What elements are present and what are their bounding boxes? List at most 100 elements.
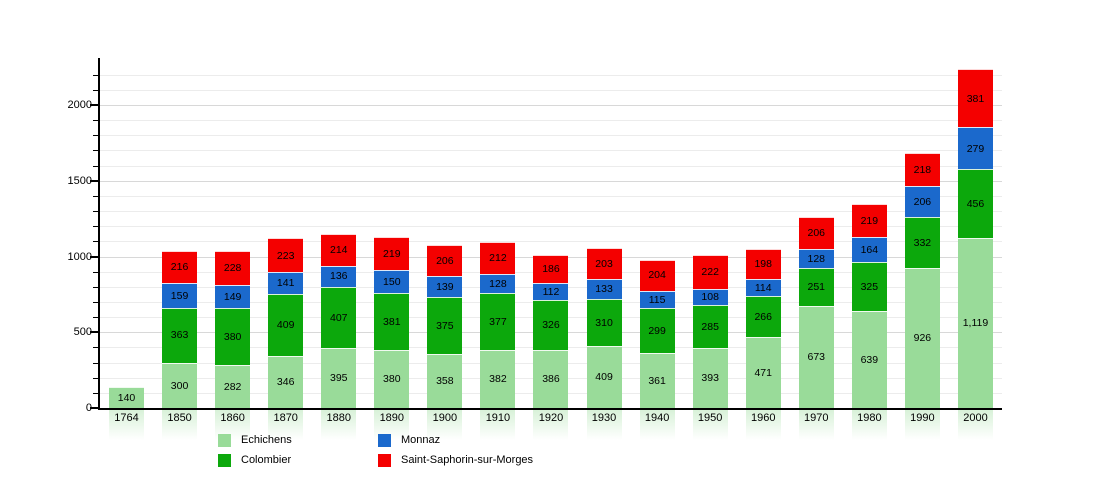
y-tick: [93, 317, 98, 319]
bar-value-label: 214: [329, 243, 348, 256]
x-axis-label: 1930: [591, 412, 617, 424]
bar-value-label: 228: [223, 262, 242, 275]
gridline: [100, 165, 1002, 167]
y-tick: [93, 165, 98, 167]
bar-group-2000: 1,119 456 279 381 2000: [949, 60, 1002, 440]
bar-value-label: 251: [807, 281, 826, 294]
bar-value-label: 409: [276, 318, 295, 331]
bar-value-label: 139: [436, 280, 454, 293]
bar-value-label: 285: [701, 321, 719, 334]
x-axis-label: 1870: [273, 412, 298, 424]
bar-value-label: 361: [648, 374, 666, 387]
legend-swatch: [218, 453, 231, 467]
y-tick: [90, 331, 98, 334]
gridline: [100, 89, 1002, 91]
bar-segment: 358: [427, 353, 463, 408]
bar-value-label: 358: [436, 375, 454, 388]
legend-label: Saint-Saphorin-sur-Morges: [401, 453, 534, 466]
bar-segment: 346: [268, 355, 304, 408]
legend-label: Colombier: [241, 453, 292, 466]
bar-group-1980: 639 325 164 219 1980: [843, 60, 896, 440]
y-tick: [93, 195, 98, 197]
bar-segment: 381: [957, 69, 993, 128]
bar-reflection: [162, 410, 198, 440]
y-tick: [90, 407, 98, 409]
bar-group-1990: 926 332 206 218 1990: [896, 60, 949, 440]
bar-reflection: [109, 410, 145, 440]
bar-value-label: 222: [701, 266, 719, 279]
legend-item-colombier: Colombier: [218, 450, 378, 470]
bar-value-label: 326: [542, 319, 560, 332]
bar-segment: 639: [851, 311, 887, 408]
x-axis-label: 1890: [379, 412, 405, 424]
bar-segment: 361: [639, 353, 675, 408]
bar-segment: 310: [586, 299, 622, 347]
bar-segment: 219: [374, 236, 410, 270]
bar-value-label: 395: [329, 372, 348, 385]
bar-segment: 375: [427, 296, 463, 354]
bar-value-label: 310: [595, 316, 613, 329]
bar-reflection: [639, 410, 675, 440]
bar-segment: 382: [480, 350, 516, 408]
bar-value-label: 282: [223, 380, 242, 393]
bar-segment: 282: [215, 365, 251, 408]
bar-value-label: 140: [117, 391, 136, 404]
bar-segment: 139: [427, 275, 463, 297]
bar-value-label: 112: [542, 285, 560, 298]
bar-segment: 471: [745, 336, 781, 408]
bar-value-label: 673: [807, 351, 826, 364]
legend-swatch: [218, 433, 231, 447]
bar-value-label: 377: [489, 315, 507, 328]
legend-label: Echichens: [241, 433, 292, 446]
bar-segment: 150: [374, 270, 410, 293]
y-axis-label: 2000: [67, 99, 92, 111]
gridline: [100, 226, 1002, 228]
bar-value-label: 393: [701, 372, 719, 385]
y-tick: [90, 104, 98, 106]
bar-value-label: 108: [701, 291, 719, 304]
bar-segment: 128: [480, 273, 516, 294]
bar-segment: 299: [639, 308, 675, 354]
bar-value-label: 115: [648, 293, 666, 306]
bar-segment: 219: [851, 203, 887, 238]
y-tick: [93, 347, 98, 349]
bar-segment: 223: [268, 238, 304, 273]
y-axis-label: 500: [73, 326, 92, 339]
y-axis-label: 1000: [67, 250, 92, 263]
bar-group-1910: 382 377 128 212 1910: [471, 60, 524, 440]
bar-reflection: [692, 410, 728, 440]
chart-legend: Echichens Monnaz Colombier Saint-Saphorin-s…: [218, 430, 533, 470]
gridline: [100, 105, 1002, 106]
bar-value-label: 133: [595, 283, 613, 296]
legend-item-monnaz: Monnaz: [378, 430, 533, 450]
bar-value-label: 375: [436, 319, 454, 332]
bar-value-label: 279: [966, 142, 985, 155]
x-axis-label: 1764: [114, 412, 139, 424]
bar-group-1970: 673 251 128 206 1970: [790, 60, 843, 440]
y-axis-line: [98, 58, 100, 410]
bar-value-label: 381: [966, 92, 985, 105]
bar-value-label: 300: [170, 379, 189, 392]
bar-value-label: 471: [754, 366, 772, 379]
legend-swatch: [378, 453, 391, 467]
y-tick: [93, 89, 98, 91]
bar-segment: 212: [480, 241, 516, 274]
y-tick: [93, 286, 98, 288]
bar-value-label: 380: [223, 330, 242, 343]
gridline: [100, 211, 1002, 213]
bar-segment: 381: [374, 292, 410, 351]
bar-value-label: 206: [436, 254, 454, 267]
bar-value-label: 1,119: [962, 317, 989, 330]
bar-segment: 251: [798, 268, 834, 307]
bar-segment: 326: [533, 300, 569, 350]
bar-segment: 380: [374, 350, 410, 408]
bar-group-1764: 140 1764: [100, 60, 153, 440]
bar-segment: 377: [480, 293, 516, 351]
legend-swatch: [378, 433, 391, 447]
bar-segment: 206: [798, 217, 834, 249]
x-axis-label: 1970: [804, 412, 829, 424]
x-axis-label: 1860: [220, 412, 245, 424]
bar-group-1860: 282 380 149 228 1860: [206, 60, 259, 440]
x-axis-label: 1950: [697, 412, 723, 424]
y-tick: [93, 226, 98, 228]
